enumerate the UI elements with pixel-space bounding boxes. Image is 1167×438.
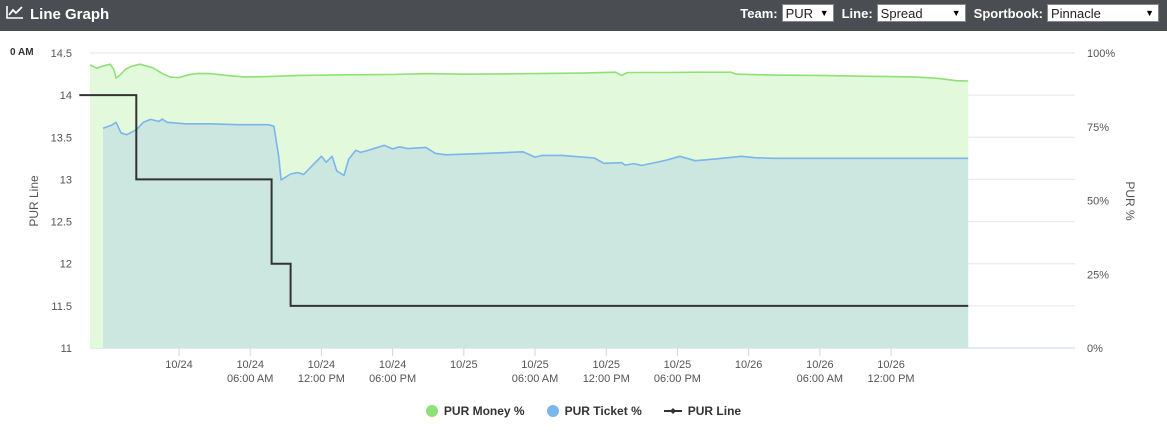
y-left-tick-label: 11.5 (51, 301, 72, 313)
y-axis-left-title: PUR Line (27, 175, 41, 227)
y-left-tick-label: 14 (60, 90, 72, 102)
series-line-0 (89, 63, 969, 82)
y-axis-left-ticks: 11 11.5 12 12.5 13 13.5 14 14.5 (51, 48, 72, 355)
legend-label-ticket: PUR Ticket % (564, 404, 642, 418)
chart-header: Line Graph Team: PUR ▼ Line: Spread ▼ Sp… (0, 0, 1167, 31)
x-tick-label: 06:00 PM (654, 373, 701, 385)
series-areas (90, 64, 969, 348)
y-axis-right-ticks: 0% 25% 50% 75% 100% (1087, 48, 1115, 355)
chevron-down-icon: ▼ (951, 8, 961, 18)
line-chart-icon (6, 5, 24, 24)
series-line-2 (79, 94, 969, 307)
x-tick-label: 10/25 (521, 359, 549, 371)
x-tick-label: 10/26 (877, 359, 905, 371)
legend-item-money[interactable]: PUR Money % (425, 404, 525, 418)
line-label: Line: (841, 5, 873, 21)
y-right-tick-label: 0% (1087, 343, 1103, 355)
x-tick-label: 10/24 (379, 359, 407, 371)
filter-controls: Team: PUR ▼ Line: Spread ▼ Sportbook: Pi… (736, 4, 1159, 22)
x-tick-label: 10/24 (308, 359, 336, 371)
legend-marker-line (663, 408, 682, 414)
team-select[interactable]: PUR ▼ (781, 4, 834, 22)
x-tick-label: 12:00 PM (583, 373, 630, 385)
series-line-1 (102, 118, 969, 181)
legend-item-line[interactable]: PUR Line (663, 404, 742, 418)
legend-label-money: PUR Money % (443, 404, 525, 418)
chevron-down-icon: ▼ (1145, 8, 1154, 18)
sportsbook-label: Sportbook: (973, 5, 1043, 21)
line-select[interactable]: Spread ▼ (876, 4, 966, 22)
y-right-tick-label: 25% (1087, 269, 1109, 281)
team-label: Team: (740, 5, 778, 21)
x-tick-label: 12:00 PM (868, 373, 915, 385)
y-left-tick-label: 13 (60, 174, 72, 186)
x-tick-label: 10/25 (450, 359, 478, 371)
x-tick-label: 10/24 (165, 359, 193, 371)
x-tick-label: 06:00 PM (369, 373, 416, 385)
sportsbook-select[interactable]: Pinnacle ▼ (1047, 4, 1159, 22)
x-tick-label: 06:00 AM (227, 373, 273, 385)
y-right-tick-label: 75% (1087, 122, 1109, 134)
legend-marker-money (425, 405, 438, 417)
x-tick-label: 10/25 (592, 359, 620, 371)
y-left-tick-label: 13.5 (51, 132, 72, 144)
y-left-tick-label: 14.5 (51, 48, 72, 60)
x-tick-label: 10/25 (664, 359, 692, 371)
series-lines (79, 63, 969, 307)
x-tick-label: 12:00 PM (298, 373, 345, 385)
y-left-tick-label: 12 (60, 259, 72, 271)
y-right-tick-label: 50% (1087, 196, 1109, 208)
line-chart: 11 11.5 12 12.5 13 13.5 14 14.5 0% 25% 50% 75% 100%… (27, 48, 1137, 385)
x-tick-label: 06:00 AM (512, 373, 558, 385)
legend-label-line: PUR Line (687, 404, 742, 418)
x-axis-ticks: 10/24 10/24 06:00 AM 10/24 12:00 PM 10/24 06:0… (165, 348, 915, 385)
legend-item-ticket[interactable]: PUR Ticket % (546, 404, 642, 418)
title-group: Line Graph (6, 5, 109, 24)
x-tick-label: 10/26 (806, 359, 834, 371)
team-select-value: PUR (785, 5, 814, 21)
chart-title: Line Graph (30, 6, 110, 23)
sportsbook-select-value: Pinnacle (1051, 5, 1101, 21)
y-axis-right-title: PUR % (1123, 181, 1137, 221)
line-select-value: Spread (880, 5, 923, 21)
y-right-tick-label: 100% (1087, 48, 1115, 60)
corner-time-label: 0 AM (10, 47, 34, 58)
legend-marker-ticket (546, 405, 559, 417)
x-tick-label: 06:00 AM (797, 373, 843, 385)
y-left-tick-label: 11 (61, 343, 72, 355)
series-area-1 (103, 119, 969, 348)
chevron-down-icon: ▼ (819, 8, 829, 18)
y-left-tick-label: 12.5 (51, 217, 72, 229)
x-tick-label: 10/24 (236, 359, 264, 371)
x-tick-label: 10/26 (735, 359, 763, 371)
chart-legend: PUR Money % PUR Ticket % PUR Line (0, 404, 1167, 418)
